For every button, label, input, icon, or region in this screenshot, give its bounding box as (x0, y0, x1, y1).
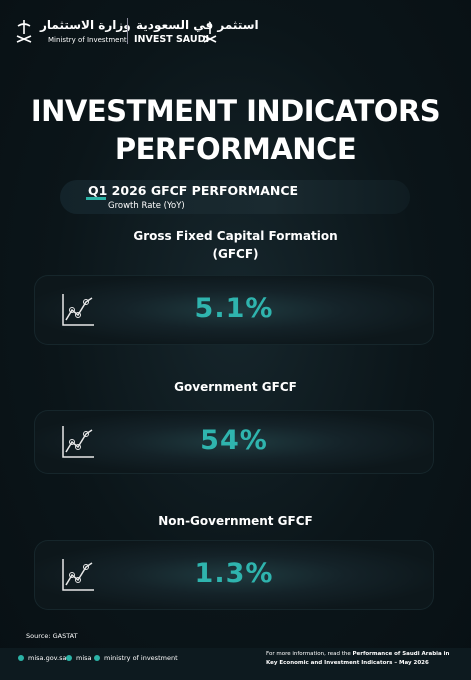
ministry-en: Ministry of Investment (48, 36, 127, 44)
chart-icon (62, 294, 94, 326)
link-icon (66, 655, 72, 661)
chart-icon (62, 426, 94, 458)
indicator-card: 54% (34, 410, 434, 474)
indicator-value: 5.1% (194, 293, 274, 324)
brand-icon (203, 22, 217, 43)
indicator-label: Gross Fixed Capital Formation (GFCF) (133, 229, 338, 261)
indicator-label: Government GFCF (174, 380, 297, 394)
link[interactable]: ministry of investment (104, 654, 178, 662)
banner (60, 180, 410, 214)
link[interactable]: misa.gov.sa (28, 654, 67, 662)
chart-icon (62, 559, 94, 591)
link-icon (18, 655, 24, 661)
accent (86, 197, 106, 200)
section-subheading: Growth Rate (YoY) (108, 201, 185, 211)
footer-bar (0, 648, 471, 680)
link[interactable]: misa (76, 654, 92, 662)
brand-en: INVEST SAUDI (134, 34, 209, 45)
note-bold: Performance of Saudi Arabia in Key Econo… (266, 651, 450, 666)
ministry-ar: وزارة الاستثمار (40, 18, 131, 32)
emblem (16, 20, 32, 43)
title: INVESTMENT INDICATORS PERFORMANCE (30, 94, 441, 166)
indicator-value: 54% (200, 425, 268, 456)
note-text: For more information, read the (266, 651, 351, 657)
indicator-label: Non-Government GFCF (158, 514, 313, 528)
indicator-card: 5.1% (34, 275, 434, 345)
indicator-value: 1.3% (194, 558, 274, 589)
footer-note: For more information, read the Performan… (266, 650, 461, 668)
indicator-card: 1.3% (34, 540, 434, 610)
section-heading: Q1 2026 GFCF PERFORMANCE (88, 183, 299, 198)
brand-ar: استثمر في السعودية (136, 18, 259, 32)
divider (127, 18, 128, 44)
link-icon (94, 655, 100, 661)
source: Source: GASTAT (26, 632, 78, 640)
